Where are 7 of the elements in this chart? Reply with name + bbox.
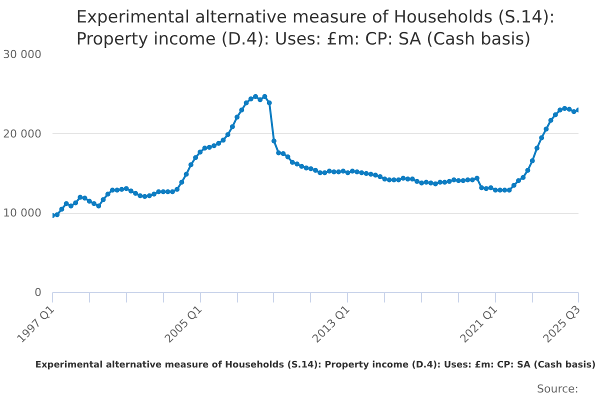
y-tick-label: 0 [34,286,42,299]
y-tick-label: 10 000 [3,206,42,220]
text: Experimental alternative measure of Households (S.14): Property income (D.4): Uses: £m: CP: SA (Cash basis) [35,360,596,370]
y-tick-label: 30 000 [3,48,42,61]
source-note: Source: [537,382,579,396]
chart-title: Experimental alternative measure of Households (S.14): Property income (D.4): Uses: £m: CP: SA (Cash basis) [76,8,555,50]
y-tick-label: 20 000 [3,127,42,140]
